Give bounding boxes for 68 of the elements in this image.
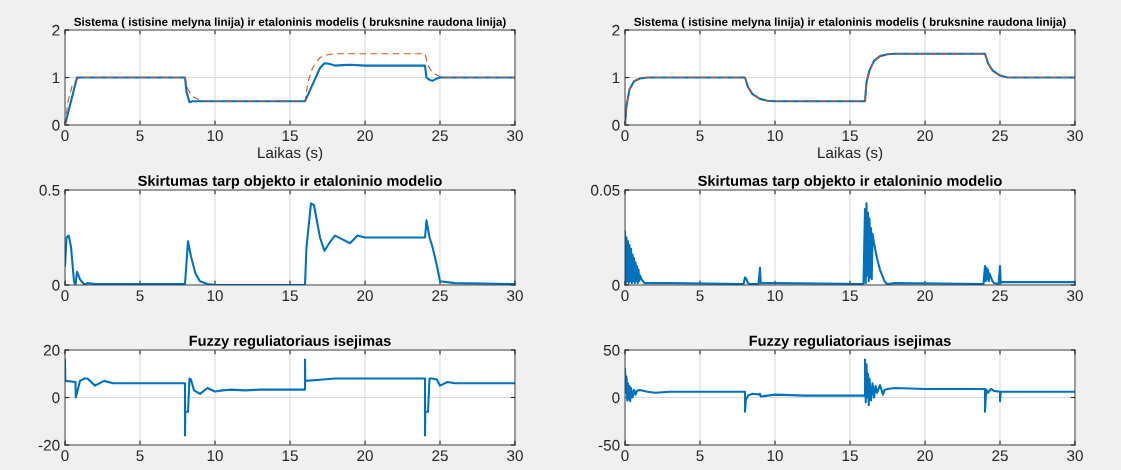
x-tick-label: 15: [282, 450, 298, 462]
y-tick-label: 0: [612, 119, 620, 131]
x-tick-label: 25: [992, 450, 1008, 462]
x-tick-label: 0: [621, 450, 629, 462]
x-axis-title: Laikas (s): [818, 146, 883, 162]
x-tick-label: 0: [61, 450, 69, 462]
y-tick-label: 0: [52, 392, 60, 404]
y-tick-label: -50: [598, 439, 620, 451]
x-tick-label: 10: [207, 450, 223, 462]
x-tick-label: 25: [432, 130, 448, 142]
x-tick-label: 10: [207, 130, 223, 142]
x-tick-label: 30: [1067, 290, 1083, 302]
chart-title: Skirtumas tarp objekto ir etaloninio modelio: [698, 175, 1002, 189]
x-tick-label: 30: [507, 130, 523, 142]
x-tick-label: 10: [207, 290, 223, 302]
x-tick-label: 10: [767, 290, 783, 302]
x-tick-label: 15: [842, 290, 858, 302]
x-tick-label: 30: [1067, 450, 1083, 462]
x-tick-label: 25: [432, 450, 448, 462]
y-tick-label: -20: [38, 439, 60, 451]
x-tick-label: 10: [767, 450, 783, 462]
x-tick-label: 25: [992, 130, 1008, 142]
x-tick-label: 0: [621, 130, 629, 142]
x-tick-label: 30: [507, 450, 523, 462]
chart-title: Sistema ( istisine melyna linija) ir etaloninis modelis ( bruksnine raudona linija): [634, 17, 1066, 29]
y-tick-label: 0.05: [591, 184, 620, 196]
chart-title: Fuzzy reguliatoriaus isejimas: [189, 335, 391, 349]
x-tick-label: 5: [696, 290, 704, 302]
x-axis-title: Laikas (s): [258, 146, 323, 162]
y-tick-label: 2: [52, 24, 60, 36]
y-tick-label: 0: [612, 279, 620, 291]
y-tick-label: 1: [52, 72, 60, 84]
x-tick-label: 10: [767, 130, 783, 142]
x-tick-label: 15: [282, 130, 298, 142]
x-tick-label: 5: [696, 130, 704, 142]
x-tick-label: 0: [621, 290, 629, 302]
x-tick-label: 25: [432, 290, 448, 302]
x-tick-label: 20: [917, 450, 933, 462]
y-tick-label: 2: [612, 24, 620, 36]
x-tick-label: 20: [357, 450, 373, 462]
line-series: [625, 358, 1075, 413]
x-tick-label: 15: [842, 450, 858, 462]
chart-title: Sistema ( istisine melyna linija) ir etaloninis modelis ( bruksnine raudona linija): [74, 17, 506, 29]
x-tick-label: 5: [136, 130, 144, 142]
x-tick-label: 20: [917, 130, 933, 142]
x-tick-label: 15: [282, 290, 298, 302]
x-tick-label: 15: [842, 130, 858, 142]
chart-title: Fuzzy reguliatoriaus isejimas: [749, 335, 951, 349]
x-tick-label: 20: [357, 290, 373, 302]
y-tick-label: 0.5: [39, 184, 60, 196]
y-tick-label: 20: [43, 344, 60, 356]
x-tick-label: 5: [696, 450, 704, 462]
chart-title: Skirtumas tarp objekto ir etaloninio modelio: [138, 175, 442, 189]
y-tick-label: 0: [52, 279, 60, 291]
x-tick-label: 5: [136, 450, 144, 462]
x-tick-label: 0: [61, 130, 69, 142]
y-tick-label: 1: [612, 72, 620, 84]
x-tick-label: 20: [917, 290, 933, 302]
x-tick-label: 5: [136, 290, 144, 302]
x-tick-label: 30: [1067, 130, 1083, 142]
y-tick-label: 50: [603, 344, 620, 356]
x-tick-label: 30: [507, 290, 523, 302]
line-series: [65, 358, 515, 437]
x-tick-label: 25: [992, 290, 1008, 302]
y-tick-label: 0: [612, 392, 620, 404]
x-tick-label: 20: [357, 130, 373, 142]
x-tick-label: 0: [61, 290, 69, 302]
y-tick-label: 0: [52, 119, 60, 131]
